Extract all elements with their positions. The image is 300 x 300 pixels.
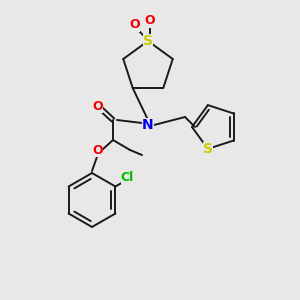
Text: S: S [203,142,213,156]
Text: O: O [93,143,103,157]
Text: S: S [143,34,153,48]
Text: N: N [142,118,154,132]
Text: O: O [130,19,140,32]
Text: O: O [145,14,155,28]
Text: Cl: Cl [121,171,134,184]
Text: O: O [93,100,103,112]
